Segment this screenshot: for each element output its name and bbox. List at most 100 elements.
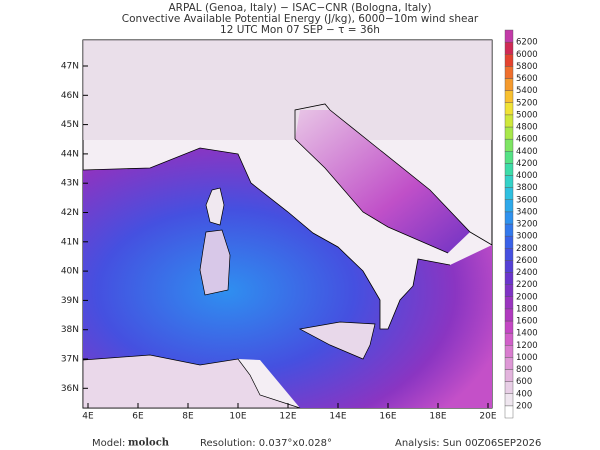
colorbar-swatch [504,78,514,91]
colorbar-swatch [504,357,514,370]
title-line: 12 UTC Mon 07 SEP − τ = 36h [220,24,380,36]
sicily [298,321,376,360]
lon-label: 12E [279,412,296,422]
colorbar-swatch [504,248,514,261]
lat-label: 45N [61,120,79,130]
colorbar-swatch [504,369,514,382]
colorbar-swatch [504,114,514,128]
colorbar-label: 1200 [516,341,538,351]
colorbar-swatch [504,138,514,152]
lat-label: 46N [61,91,79,101]
colorbar-label: 2600 [516,256,538,266]
sea-field [83,148,492,408]
colorbar-swatch [504,345,514,358]
colorbar-label: 3200 [516,220,538,230]
africa [82,354,301,409]
colorbar-label: 4600 [516,135,538,145]
lat-label: 43N [61,179,79,189]
title-line: ARPAL (Genoa, Italy) − ISAC−CNR (Bologna… [168,2,431,14]
colorbar-label: 4200 [516,159,538,169]
colorbar-label: 800 [516,365,532,375]
lat-label: 42N [61,208,79,218]
colorbar-swatch [504,199,514,213]
colorbar-swatch [504,332,514,346]
colorbar-swatch [504,381,514,394]
colorbar-label: 6200 [516,38,538,48]
colorbar-label: 200 [516,401,532,411]
colorbar-label: 1800 [516,304,538,314]
colorbar-swatch [504,90,514,103]
lon-label: 8E [182,412,194,422]
alps-field [83,40,492,140]
coastline [294,138,449,254]
colorbar-label: 2800 [516,244,538,254]
colorbar-swatch [504,163,514,176]
colorbar-label: 5000 [516,110,538,120]
colorbar-label: 400 [516,389,532,399]
lon-label: 18E [429,412,446,422]
colorbar-label: 5800 [516,62,538,72]
colorbar-label: 2000 [516,292,538,302]
lat-label: 44N [61,149,79,159]
lon-label: 16E [379,412,396,422]
colorbar-label: 4000 [516,171,538,181]
colorbar-swatch [504,284,514,297]
colorbar-swatch [504,272,514,285]
colorbar-swatch [504,223,514,237]
colorbar-label: 1600 [516,317,538,327]
lon-label: 20E [479,412,496,422]
lat-label: 47N [61,62,79,72]
colorbar-label: 4800 [516,123,538,133]
colorbar-swatch [504,126,514,140]
footer-analysis: Analysis: Sun 00Z06SEP2026 [395,438,541,449]
colorbar-label: 1400 [516,329,538,339]
title-line: Convective Available Potential Energy (J… [122,13,479,25]
sardinia [199,229,231,296]
colorbar-label: 2400 [516,268,538,278]
colorbar-label: 3000 [516,232,538,242]
colorbar-label: 2200 [516,280,538,290]
colorbar-swatch [504,187,514,200]
colorbar-swatch [504,393,514,407]
colorbar-swatch [504,54,514,67]
colorbar-swatch [504,151,514,164]
colorbar-swatch [504,175,514,188]
colorbar-label: 5600 [516,74,538,84]
lon-label: 6E [132,412,144,422]
footer-model: moloch [128,438,170,449]
colorbar-swatch [504,308,514,322]
colorbar-swatch [504,102,514,116]
colorbar-swatch [504,41,514,55]
colorbar-swatch [504,66,514,79]
lat-label: 40N [61,267,79,277]
colorbar-swatch [504,320,514,334]
colorbar-swatch [504,296,514,310]
coastline [82,147,451,330]
lon-label: 10E [229,412,246,422]
footer-resolution: Resolution: 0.037°x0.028° [200,438,332,449]
adriatic-field [295,110,470,253]
colorbar-label: 3600 [516,195,538,205]
colorbar-label: 3800 [516,183,538,193]
colorbar-label: 1000 [516,353,538,363]
colorbar-swatch [504,235,514,249]
corsica [205,187,225,226]
colorbar-label: 4400 [516,147,538,157]
lat-label: 39N [61,296,79,306]
lat-label: 37N [61,355,79,365]
colorbar-swatch [504,260,514,273]
colorbar [504,29,514,419]
footer-label: Model: [92,438,125,449]
colorbar-label: 5400 [516,86,538,96]
coastline [294,103,493,246]
colorbar-swatch [504,211,514,225]
colorbar-label: 5200 [516,98,538,108]
lat-label: 41N [61,237,79,247]
colorbar-label: 3400 [516,207,538,217]
lat-label: 38N [61,325,79,335]
map [82,39,493,409]
colorbar-label: 6000 [516,50,538,60]
lon-label: 4E [82,412,94,422]
lon-label: 14E [329,412,346,422]
